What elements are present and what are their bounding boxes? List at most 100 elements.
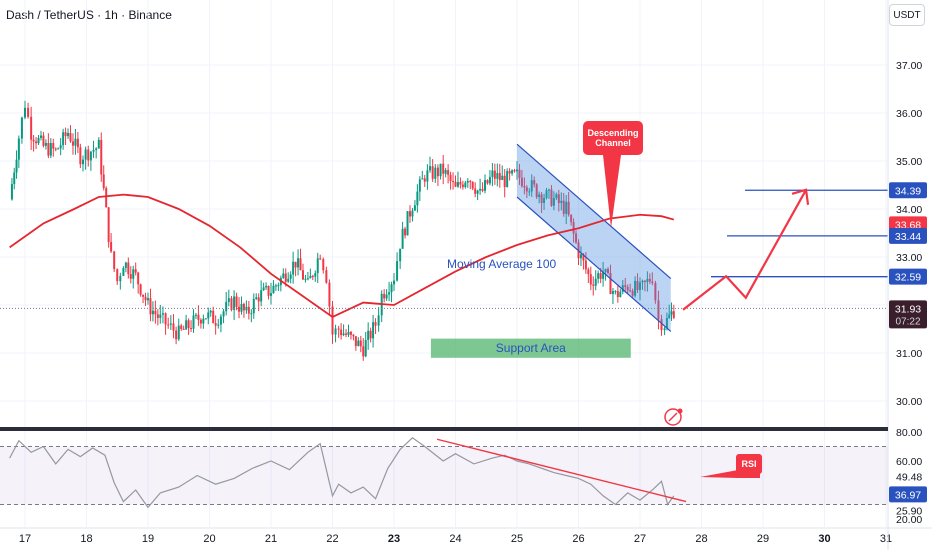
candle-body xyxy=(322,259,325,271)
candle-body xyxy=(169,323,172,325)
candle-body xyxy=(520,177,523,187)
candle-body xyxy=(631,290,634,296)
candle-body xyxy=(636,280,639,291)
candle-body xyxy=(233,296,236,310)
candle-body xyxy=(207,312,210,319)
candle-body xyxy=(89,151,92,161)
currency-selector[interactable]: USDT xyxy=(889,4,925,26)
candle-body xyxy=(255,297,258,299)
candle-body xyxy=(127,262,130,275)
last-price-box xyxy=(889,300,927,329)
alert-icon-dot xyxy=(677,408,683,414)
candle-body xyxy=(619,291,622,298)
alert-icon-stroke xyxy=(668,412,678,422)
candle-body xyxy=(639,282,641,291)
candle-body xyxy=(582,254,585,261)
candle-body xyxy=(444,170,447,174)
x-tick-label: 31 xyxy=(880,533,892,545)
candle-body xyxy=(102,174,105,189)
candle-body xyxy=(24,107,26,118)
candle-body xyxy=(611,291,614,294)
candle-body xyxy=(626,286,629,291)
candle-body xyxy=(442,163,445,174)
candle-body xyxy=(388,292,391,295)
x-tick-label: 27 xyxy=(634,533,646,545)
candle-body xyxy=(459,182,462,185)
candle-body xyxy=(314,273,317,277)
candle-body xyxy=(44,142,47,146)
price-label: 32.59 xyxy=(889,268,927,285)
candle-body xyxy=(471,181,474,189)
price-label-text: 33.44 xyxy=(895,231,921,243)
callout-text: Channel xyxy=(595,138,631,148)
candle-body xyxy=(180,325,183,329)
candle-body xyxy=(668,314,671,318)
candle-body xyxy=(562,200,565,214)
candle-body xyxy=(594,278,597,286)
y-tick-label: 34.00 xyxy=(896,204,922,216)
rsi-readout-text: 49.48 xyxy=(896,471,922,483)
candle-body xyxy=(139,284,142,295)
candle-body xyxy=(374,322,377,326)
candle-body xyxy=(37,137,40,144)
candle-body xyxy=(81,159,84,165)
candle-body xyxy=(175,330,178,340)
candle-body xyxy=(396,261,399,281)
x-tick-label: 26 xyxy=(572,533,584,545)
candle-body xyxy=(648,278,651,282)
candle-body xyxy=(147,298,149,301)
candle-body xyxy=(230,298,233,310)
projection-path xyxy=(682,189,808,311)
candle-body xyxy=(660,319,663,331)
x-tick-label: 24 xyxy=(449,533,461,545)
price-label-box xyxy=(889,268,927,285)
price-label-text: 32.59 xyxy=(895,272,921,284)
candle-body xyxy=(172,323,175,331)
candle-body xyxy=(359,340,362,347)
y-tick-label: 31.00 xyxy=(896,348,922,360)
candle-body xyxy=(654,282,657,301)
candle-body xyxy=(540,194,543,203)
candle-body xyxy=(67,133,70,137)
candle-body xyxy=(426,170,429,182)
candle-body xyxy=(436,167,439,177)
candle-body xyxy=(557,194,560,204)
x-tick-label: 18 xyxy=(80,533,92,545)
candle-body xyxy=(122,267,125,276)
candle-body xyxy=(84,149,87,160)
x-tick-label: 20 xyxy=(203,533,215,545)
candle-body xyxy=(543,197,546,203)
candle-body xyxy=(202,318,205,324)
candle-body xyxy=(486,180,489,184)
candle-body xyxy=(100,139,103,175)
candle-body xyxy=(119,275,122,282)
candle-body xyxy=(167,324,170,326)
candle-body xyxy=(493,170,496,179)
last-price-text: 31.93 xyxy=(895,303,921,315)
candle-body xyxy=(209,310,212,313)
candle-body xyxy=(199,319,202,324)
candle-body xyxy=(331,306,334,335)
candle-body xyxy=(476,190,479,194)
moving-average-line xyxy=(9,193,675,319)
candle-body xyxy=(347,331,350,335)
candle-body xyxy=(670,311,673,315)
candle-body xyxy=(592,284,595,286)
candle-body xyxy=(362,346,365,357)
candle-body xyxy=(87,149,90,161)
candle-body xyxy=(71,141,74,146)
candle-body xyxy=(129,274,132,279)
candle-body xyxy=(466,180,469,183)
candle-body xyxy=(214,323,217,326)
candle-body xyxy=(423,178,426,182)
price-label-text: 34.39 xyxy=(895,185,921,197)
candle-body xyxy=(144,296,147,301)
candle-body xyxy=(501,175,504,181)
channel-lower-line xyxy=(516,196,672,332)
candle-body xyxy=(340,329,343,336)
candle-body xyxy=(550,189,553,206)
candle-body xyxy=(418,179,421,192)
candle-body xyxy=(294,261,297,268)
